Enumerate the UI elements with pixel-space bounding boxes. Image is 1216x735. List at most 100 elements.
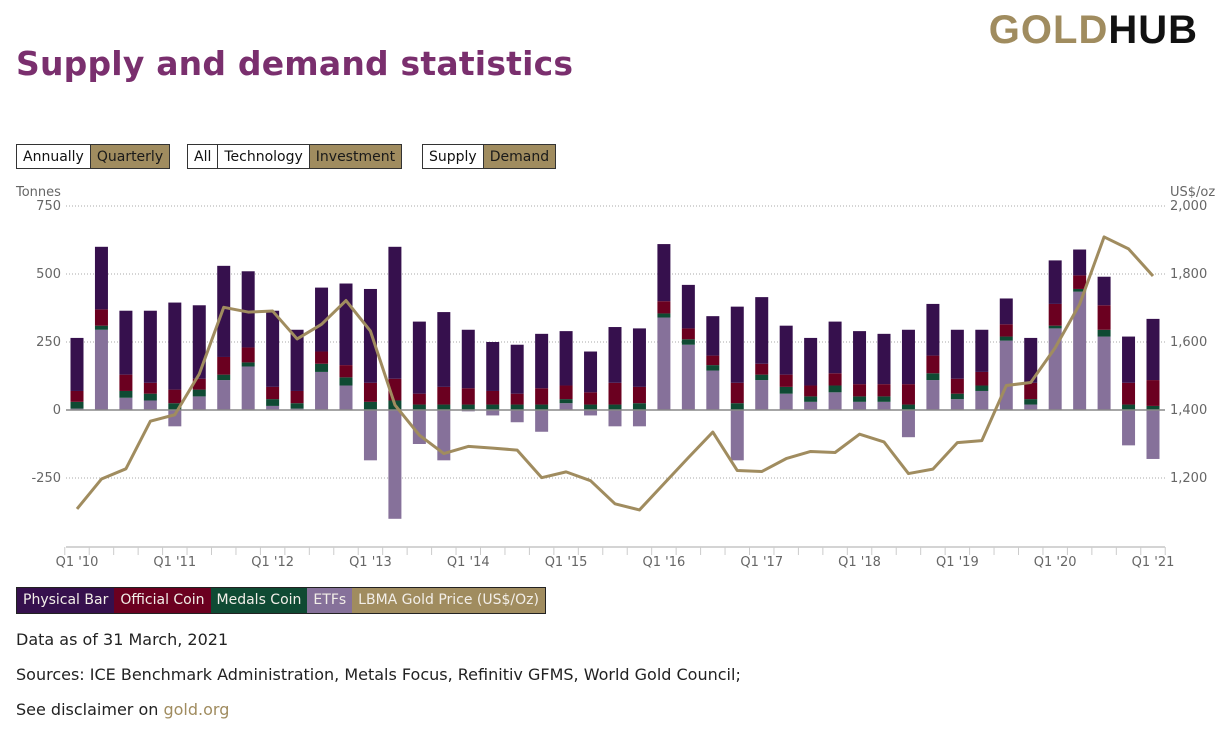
bar-medals-coin (999, 336, 1013, 341)
bar-etfs (657, 317, 671, 410)
bar-medals-coin (706, 365, 720, 371)
bar-medals-coin (901, 404, 915, 410)
legend-etfs[interactable]: ETFs (307, 588, 353, 613)
bar-medals-coin (730, 403, 744, 410)
bar-official-coin (681, 328, 695, 340)
quarterly-button[interactable]: Quarterly (89, 144, 171, 169)
bar-physical-bar (608, 327, 622, 383)
bar-official-coin (950, 378, 964, 394)
bar-official-coin (975, 371, 989, 386)
bars (66, 244, 1165, 519)
bar-etfs (755, 380, 769, 410)
bar-etfs (339, 385, 353, 410)
bar-etfs (632, 410, 646, 427)
bar-official-coin (804, 385, 818, 397)
bar-official-coin (1048, 303, 1062, 326)
investment-button[interactable]: Investment (308, 144, 403, 169)
bar-medals-coin (315, 363, 329, 372)
y-tick-label: 250 (36, 335, 61, 350)
bar-official-coin (853, 384, 867, 397)
bar-etfs (926, 380, 940, 410)
bar-physical-bar (828, 321, 842, 374)
bar-physical-bar (632, 328, 646, 387)
bar-official-coin (1122, 382, 1136, 405)
bar-physical-bar (266, 310, 280, 387)
goldhub-logo[interactable]: GOLDHUB (989, 8, 1198, 53)
supply-button[interactable]: Supply (422, 144, 484, 169)
bar-medals-coin (1048, 325, 1062, 329)
legend-lbma-gold-price[interactable]: LBMA Gold Price (US$/Oz) (352, 588, 545, 613)
bar-medals-coin (779, 386, 793, 394)
bar-etfs (1024, 404, 1038, 410)
bar-physical-bar (1048, 260, 1062, 304)
bar-medals-coin (290, 403, 304, 409)
bar-physical-bar (388, 246, 402, 379)
supply-demand-chart: Tonnes US$/oz -250 0 250 500 750 1,200 1,400 1,… (15, 185, 1215, 570)
x-tick-label: Q1 '12 (251, 555, 294, 570)
lbma-price-line (75, 235, 1155, 512)
legend-official-coin[interactable]: Official Coin (114, 588, 211, 613)
bar-official-coin (632, 386, 646, 404)
bar-medals-coin (657, 313, 671, 318)
bar-etfs (1073, 291, 1087, 410)
bar-official-coin (926, 355, 940, 374)
legend-physical-bar[interactable]: Physical Bar (17, 588, 115, 613)
bar-medals-coin (1122, 404, 1136, 410)
bar-medals-coin (412, 404, 426, 410)
bar-physical-bar (584, 351, 598, 393)
bar-etfs (192, 396, 206, 410)
x-tick-label: Q1 '15 (545, 555, 588, 570)
bar-etfs (681, 344, 695, 410)
side-toggle: Supply Demand (422, 144, 557, 169)
bar-physical-bar (192, 305, 206, 379)
annually-button[interactable]: Annually (16, 144, 91, 169)
bar-medals-coin (1024, 399, 1038, 405)
bar-etfs (999, 340, 1013, 410)
bar-physical-bar (70, 337, 84, 391)
bar-etfs (143, 400, 157, 410)
bar-medals-coin (584, 404, 598, 410)
bar-medals-coin (168, 403, 182, 410)
bar-medals-coin (1146, 405, 1160, 410)
bar-official-coin (755, 363, 769, 375)
bar-medals-coin (437, 404, 451, 410)
bar-official-coin (779, 374, 793, 387)
bar-physical-bar (657, 244, 671, 302)
disclaimer-text: See disclaimer on gold.org (16, 700, 229, 719)
bar-physical-bar (168, 302, 182, 390)
bar-etfs (217, 380, 231, 410)
bar-medals-coin (681, 339, 695, 345)
bar-official-coin (266, 386, 280, 400)
bar-etfs (119, 397, 133, 410)
bar-medals-coin (363, 401, 377, 410)
period-toggle: Annually Quarterly (16, 144, 171, 169)
bar-physical-bar (559, 331, 573, 386)
technology-button[interactable]: Technology (217, 144, 310, 169)
y2-tick-label: 1,200 (1170, 471, 1207, 486)
bar-physical-bar (1122, 336, 1136, 383)
x-tick-label: Q1 '14 (447, 555, 490, 570)
bar-etfs (584, 410, 598, 416)
gold-org-link[interactable]: gold.org (163, 700, 230, 719)
bar-physical-bar (461, 329, 475, 389)
bar-official-coin (877, 384, 891, 397)
legend-medals-coin[interactable]: Medals Coin (210, 588, 308, 613)
bar-etfs (559, 403, 573, 410)
bar-physical-bar (143, 310, 157, 383)
bar-physical-bar (926, 303, 940, 356)
bar-physical-bar (1097, 276, 1111, 306)
bar-physical-bar (339, 283, 353, 366)
bar-etfs (1146, 410, 1160, 459)
bar-official-coin (241, 347, 255, 363)
bar-etfs (535, 410, 549, 432)
demand-button[interactable]: Demand (482, 144, 557, 169)
x-tick-label: Q1 '20 (1034, 555, 1077, 570)
bar-medals-coin (486, 404, 500, 410)
bar-etfs (510, 410, 524, 423)
all-button[interactable]: All (187, 144, 219, 169)
bar-etfs (437, 410, 451, 461)
bar-medals-coin (975, 385, 989, 391)
bar-official-coin (143, 382, 157, 394)
bar-etfs (730, 410, 744, 461)
bar-medals-coin (143, 393, 157, 401)
